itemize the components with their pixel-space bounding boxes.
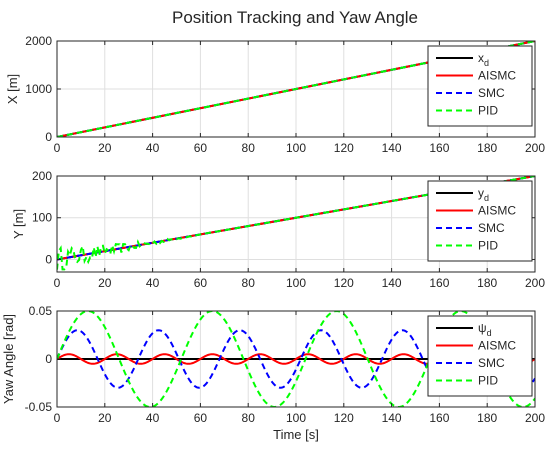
x-tick-label: 200 [525,411,545,425]
legend-box [427,45,533,127]
x-tick-label: 20 [98,411,112,425]
x-tick-label: 120 [334,411,354,425]
x-tick-label: 20 [98,276,112,290]
legend-label: SMC [478,356,505,370]
legend-box [427,315,533,397]
x-tick-label: 60 [194,276,208,290]
legend-label: AISMC [478,339,516,353]
legend-label: SMC [478,86,505,100]
x-tick-label: 160 [429,141,449,155]
x-tick-label: 120 [334,276,354,290]
y-axis-label: X [m] [5,74,20,104]
x-tick-label: 160 [429,411,449,425]
x-tick-label: 140 [382,411,402,425]
x-tick-label: 60 [194,411,208,425]
y-axis-label: Yaw Angle [rad] [1,314,16,404]
legend-label: PID [478,374,498,388]
subplot-2: 0 20 40 60 80 100 120 140 160 180 200 0 100 200 Y [m] y… [11,169,545,290]
x-tick-label: 180 [477,276,497,290]
y-axis-label: Y [m] [11,209,26,239]
series-line-pid [57,311,535,407]
x-tick-label: 40 [146,276,160,290]
x-tick-label: 40 [146,411,160,425]
x-tick-label: 0 [54,411,61,425]
tick-labels: 0 20 40 60 80 100 120 140 160 180 200 0 100 200 [32,169,545,290]
legend-label: yd [478,186,489,203]
y-tick-label: 0.05 [29,304,53,318]
x-tick-label: 80 [242,276,256,290]
legend-label: AISMC [478,69,516,83]
x-tick-label: 100 [286,276,306,290]
legend-label: SMC [478,221,505,235]
x-tick-label: 0 [54,141,61,155]
legend-box [427,180,533,262]
x-tick-label: 80 [242,141,256,155]
legend-label: PID [478,239,498,253]
y-tick-label: 200 [32,169,52,183]
y-tick-label: 1000 [25,82,52,96]
figure-title: Position Tracking and Yaw Angle [172,8,418,27]
x-tick-label: 100 [286,141,306,155]
x-tick-label: 200 [525,276,545,290]
x-tick-label: 140 [382,276,402,290]
x-tick-label: 20 [98,141,112,155]
legend-label: xd [478,51,489,68]
x-tick-label: 120 [334,141,354,155]
legend-label: PID [478,104,498,118]
y-tick-label: 0 [45,130,52,144]
y-tick-label: 100 [32,211,52,225]
x-tick-label: 80 [242,411,256,425]
x-axis-label: Time [s] [273,427,319,442]
x-tick-label: 140 [382,141,402,155]
subplot-3: 0 20 40 60 80 100 120 140 160 180 200-0.0500.05Yaw… [1,304,545,442]
x-tick-label: 100 [286,411,306,425]
x-tick-label: 40 [146,141,160,155]
y-tick-label: 2000 [25,34,52,48]
series-line-pid [57,41,535,137]
y-tick-label: 0 [45,352,52,366]
x-tick-label: 60 [194,141,208,155]
y-tick-label: 0 [45,252,52,266]
x-tick-label: 180 [477,411,497,425]
x-tick-label: 0 [54,276,61,290]
x-tick-label: 200 [525,141,545,155]
legend-label: AISMC [478,204,516,218]
x-tick-label: 180 [477,141,497,155]
y-tick-label: -0.05 [25,400,53,414]
x-tick-label: 160 [429,276,449,290]
